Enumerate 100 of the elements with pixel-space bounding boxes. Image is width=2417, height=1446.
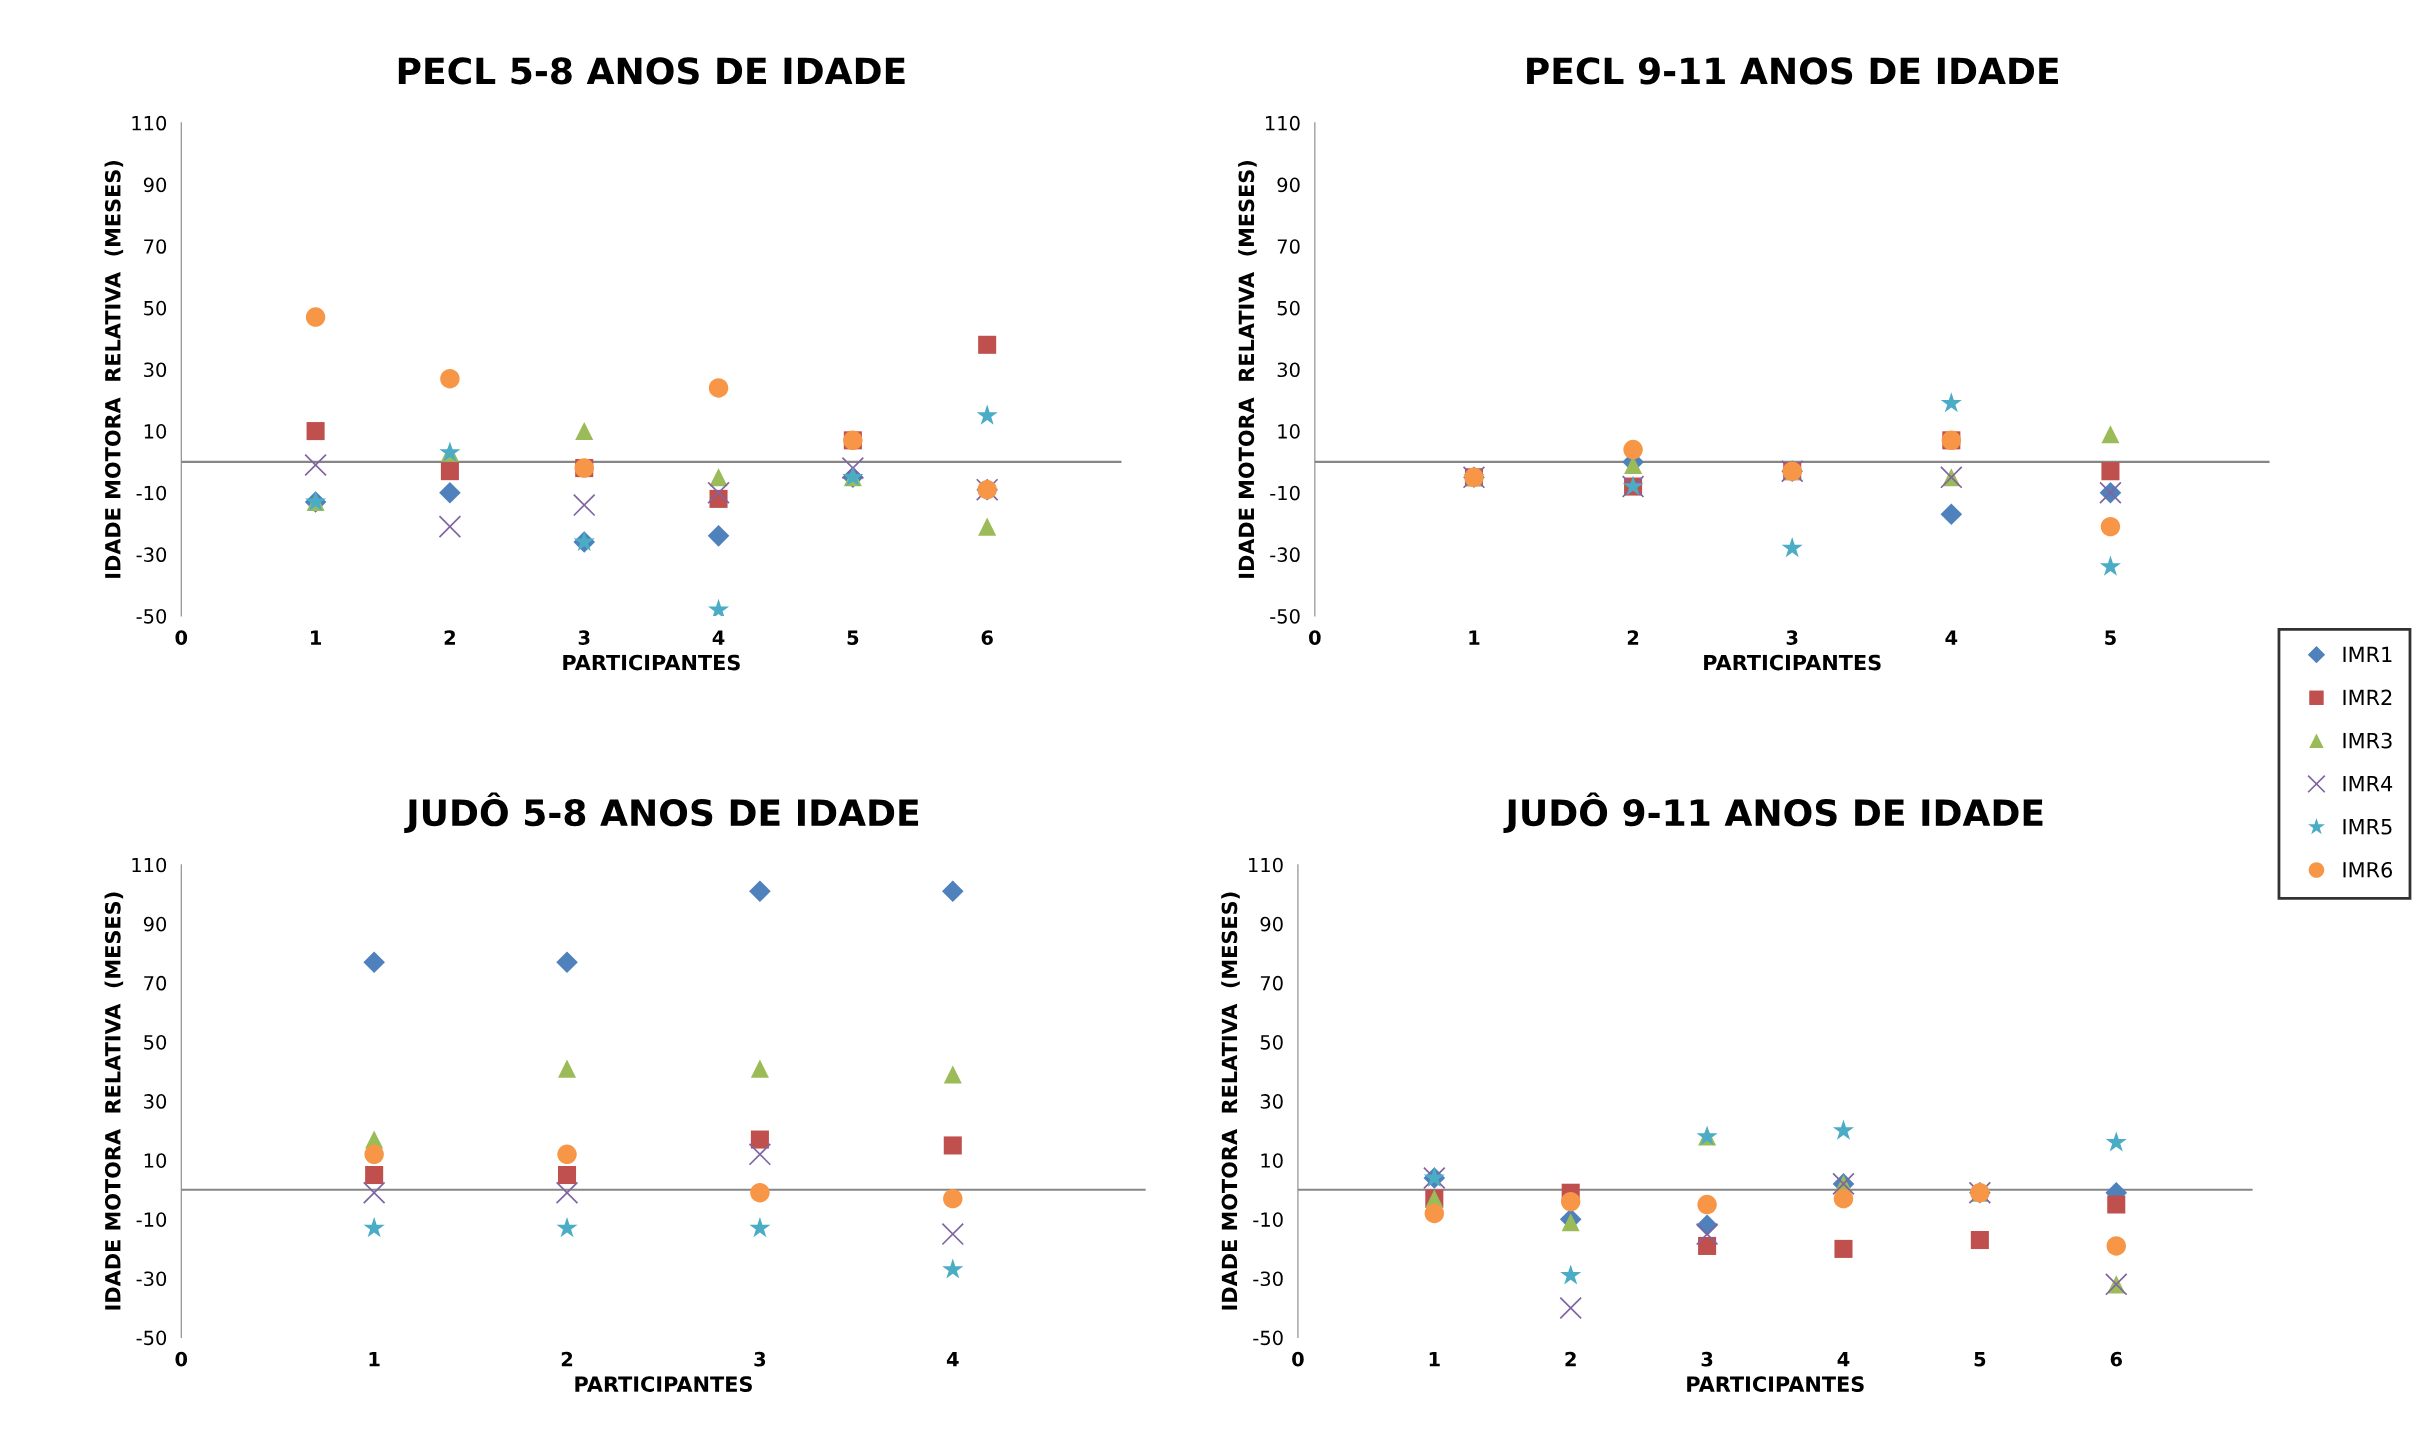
point (363, 951, 385, 974)
chart-title: JUDÔ 5-8 ANOS DE IDADE (404, 792, 919, 834)
point (558, 1059, 577, 1078)
point (942, 1258, 964, 1279)
x-tick-label: 1 (369, 1352, 380, 1367)
point (976, 404, 998, 425)
point (709, 468, 728, 487)
x-tick-label: 3 (1701, 1351, 1713, 1367)
point (1695, 1222, 1719, 1246)
point (1833, 1188, 1854, 1209)
y-tick-label: 70 (144, 975, 167, 991)
y-axis-title: IDADE MOTORA RELATIVA (MESES) (1238, 160, 1257, 578)
x-tick-label: 3 (578, 630, 590, 645)
point (941, 880, 964, 903)
point (749, 1217, 771, 1238)
point (2100, 516, 2121, 537)
y-tick-label: -50 (1253, 1330, 1283, 1346)
x-tick-label: 0 (175, 1351, 188, 1367)
point (1698, 1236, 1717, 1255)
x-tick-label: 3 (754, 1351, 766, 1367)
point (750, 1130, 769, 1149)
y-tick-label: 30 (1277, 362, 1300, 378)
point (1560, 1264, 1582, 1285)
y-tick-label: 110 (1249, 857, 1283, 873)
x-tick-label: 2 (561, 1351, 573, 1367)
x-tick-label: 6 (2110, 1351, 2122, 1367)
y-tick-label: -30 (1253, 1271, 1283, 1287)
point (440, 368, 460, 389)
y-tick-label: -30 (136, 1271, 167, 1287)
point (978, 335, 997, 354)
x-tick-label: 1 (311, 630, 322, 645)
y-tick-label: 70 (144, 239, 167, 254)
chart-title: JUDÔ 9-11 ANOS DE IDADE (1503, 792, 2043, 834)
point (943, 1065, 962, 1084)
y-tick-label: 110 (132, 857, 167, 873)
x-tick-label: 5 (847, 630, 859, 645)
point (2105, 1131, 2127, 1152)
point (748, 1143, 772, 1166)
point (558, 1165, 577, 1185)
chart-title: PECL 5-8 ANOS DE IDADE (398, 57, 905, 85)
y-tick-label: 90 (1260, 916, 1283, 932)
y-tick-label: 50 (1277, 300, 1300, 316)
y-tick-label: 10 (1261, 1153, 1283, 1168)
x-tick-label: 0 (1309, 630, 1321, 645)
y-tick-label: 110 (132, 115, 167, 131)
point (750, 1059, 769, 1078)
chart-title: PECL 9-11 ANOS DE IDADE (1527, 57, 2058, 85)
x-tick-label: 4 (1837, 1352, 1850, 1367)
point (438, 515, 462, 538)
legend-label: IMR5 (2343, 819, 2392, 835)
y-tick-label: -10 (1270, 485, 1300, 501)
y-tick-label: 30 (1260, 1094, 1283, 1109)
point (2106, 1236, 2126, 1256)
x-tick-label: 0 (175, 630, 188, 645)
x-tick-label: 1 (1469, 630, 1480, 645)
point (943, 1136, 962, 1155)
y-tick-label: 70 (1260, 975, 1283, 991)
y-axis-title: IDADE MOTORA RELATIVA (MESES) (104, 892, 124, 1310)
point (1940, 392, 1962, 413)
x-tick-label: 4 (1945, 630, 1958, 645)
y-tick-label: 90 (1277, 177, 1300, 193)
point (1970, 1231, 1989, 1250)
y-tick-label: -50 (136, 608, 167, 624)
legend-label: IMR1 (2343, 646, 2392, 662)
point (306, 422, 325, 441)
point (1781, 537, 1803, 558)
point (365, 1165, 384, 1185)
x-tick-label: 2 (1627, 630, 1639, 645)
x-tick-label: 5 (2105, 630, 2116, 645)
y-tick-label: -10 (1253, 1212, 1283, 1227)
y-tick-label: 10 (144, 1153, 167, 1168)
y-tick-label: 10 (144, 424, 167, 439)
x-tick-label: 2 (1565, 1351, 1576, 1367)
point (1623, 439, 1643, 460)
y-tick-label: 50 (144, 300, 167, 316)
y-tick-label: 30 (144, 1094, 167, 1109)
y-tick-label: -30 (136, 547, 167, 563)
y-tick-label: 50 (144, 1034, 167, 1050)
y-axis-title: IDADE MOTORA RELATIVA (MESES) (1221, 892, 1240, 1310)
point (1424, 1203, 1445, 1224)
point (440, 462, 459, 481)
point (2107, 1195, 2126, 1214)
point (707, 481, 730, 504)
x-axis-title: PARTICIPANTES (1687, 1376, 1864, 1392)
y-tick-label: -10 (136, 1212, 167, 1227)
point (707, 525, 730, 547)
x-tick-label: 0 (1292, 1351, 1304, 1367)
y-tick-label: 90 (143, 177, 167, 193)
point (2101, 462, 2120, 481)
point (1559, 1296, 1582, 1320)
y-tick-label: 10 (1278, 424, 1300, 439)
x-tick-label: 4 (946, 1352, 959, 1367)
point (1834, 1239, 1853, 1258)
x-axis-title: PARTICIPANTES (1704, 654, 1881, 671)
point (439, 481, 461, 504)
x-axis-title: PARTICIPANTES (563, 654, 740, 671)
point (750, 1183, 770, 1203)
point (555, 1181, 579, 1204)
y-tick-label: -10 (136, 485, 167, 501)
point (978, 517, 997, 536)
